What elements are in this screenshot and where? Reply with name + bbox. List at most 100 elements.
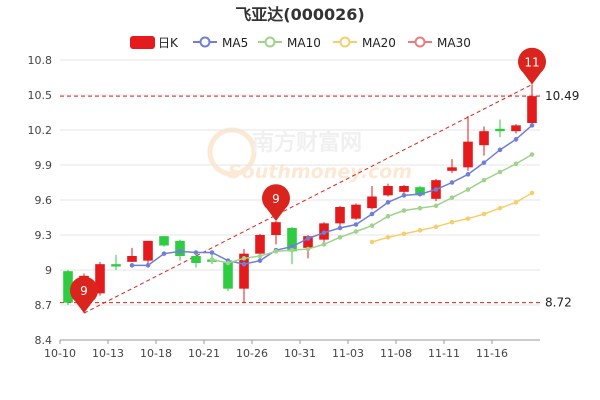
ma10-point [385,214,391,219]
ma5-point [193,250,199,255]
ma5-point [417,191,423,197]
ma20-point [449,219,455,225]
x-tick-label: 10-18 [140,347,172,360]
legend-item-ma10[interactable]: MA10 [258,36,321,50]
reference-label: 8.72 [545,296,572,310]
ma5-point [401,193,407,198]
watermark-subtext: Southmoney.com [228,161,412,183]
y-tick-label: 9.3 [35,229,53,242]
ma5-point [305,236,311,241]
ma10-point [337,235,343,240]
legend-ma20-marker [339,36,351,48]
legend-item-ma30[interactable]: MA30 [408,36,471,50]
ma10-point [401,208,407,213]
ma10-point [305,246,311,252]
candle-body [271,222,281,235]
pin-marker-label: 11 [524,56,539,70]
ma5-point [289,244,295,249]
legend-item-ma20[interactable]: MA20 [333,36,396,50]
x-tick-label: 11-16 [476,347,508,360]
ma20-point [529,190,535,196]
ma10-point [225,260,231,266]
candle-body [335,207,345,224]
legend-ma5-marker [199,36,211,48]
ma5-point [369,211,375,217]
ma20-point [497,205,503,211]
y-tick-label: 9.6 [35,194,53,207]
pin-marker [518,47,547,85]
pin-marker [262,184,290,221]
ma10-point [449,195,455,200]
x-tick-label: 10-26 [236,347,268,360]
pin-marker [70,276,98,314]
legend-ma10-marker [264,36,276,48]
candle-body [511,125,521,132]
ma5-point [145,263,151,268]
x-tick-label: 10-21 [188,347,220,360]
candle-body [479,131,489,146]
chart-title: 飞亚达(000026) [235,5,364,24]
reference-label: 10.49 [545,89,579,103]
candle-body [175,240,185,256]
ma10-point [433,203,439,209]
ma5-point [321,230,327,235]
candle-body [255,235,265,254]
legend-label-ma30: MA30 [437,36,471,50]
candle-body [415,187,425,196]
ma5-point [433,187,439,192]
candle-body [287,228,297,252]
ma5-point [513,137,519,142]
ma5-point [337,225,343,231]
ma5-point [353,222,359,227]
ma5-point [497,147,503,153]
candle-body [191,256,201,263]
ma10-point [241,256,247,261]
ma5-point [177,249,183,254]
y-tick-label: 10.8 [28,54,53,67]
ma10-point [273,249,279,254]
ma5-point [257,258,263,263]
y-tick-label: 9.9 [35,159,53,172]
ma10-point [257,253,263,259]
ma20-point [369,239,375,245]
legend-label-ma10: MA10 [287,36,321,50]
legend-label-ma5: MA5 [222,36,248,50]
ma10-point [369,223,375,228]
legend: 日K MA5 MA10 MA20 MA30 [130,36,471,50]
legend-label-ma20: MA20 [362,36,396,50]
ma20-point [481,211,487,217]
ma20-point [385,235,391,240]
x-tick-label: 10-10 [44,347,76,360]
legend-label-candle: 日K [158,36,179,50]
ma10-point [465,187,471,192]
ma10-point [321,242,327,247]
y-tick-label: 10.5 [28,89,53,102]
ma20-point [433,224,439,230]
x-tick-label: 11-08 [380,347,412,360]
plot-area: 8.4 8.7 9 9.3 9.6 9.9 10.2 10.5 10.8 10-10 10-13 10… [28,47,579,360]
pin-marker-label: 9 [80,284,88,298]
ma5-point [241,261,247,267]
legend-ma30-marker [414,36,426,48]
ma5-point [465,172,471,177]
candle-body [303,236,313,248]
x-tick-label: 10-13 [92,347,124,360]
candle-body [223,261,233,289]
ma5-point [209,250,215,255]
candle-body [351,204,361,219]
candle-body [447,167,457,171]
legend-item-candle[interactable]: 日K [130,36,179,50]
pin-marker-label: 9 [272,192,280,206]
candle-body [127,256,137,262]
candle-body [367,196,377,209]
ma5-point [161,251,167,256]
y-tick-label: 10.2 [28,124,53,137]
candle-body [159,236,169,246]
legend-item-ma5[interactable]: MA5 [193,36,248,50]
trend-line [83,84,533,314]
candle-body [63,271,73,303]
candle-body [111,264,121,267]
legend-candle-swatch [130,36,155,49]
ma20-point [401,231,407,237]
